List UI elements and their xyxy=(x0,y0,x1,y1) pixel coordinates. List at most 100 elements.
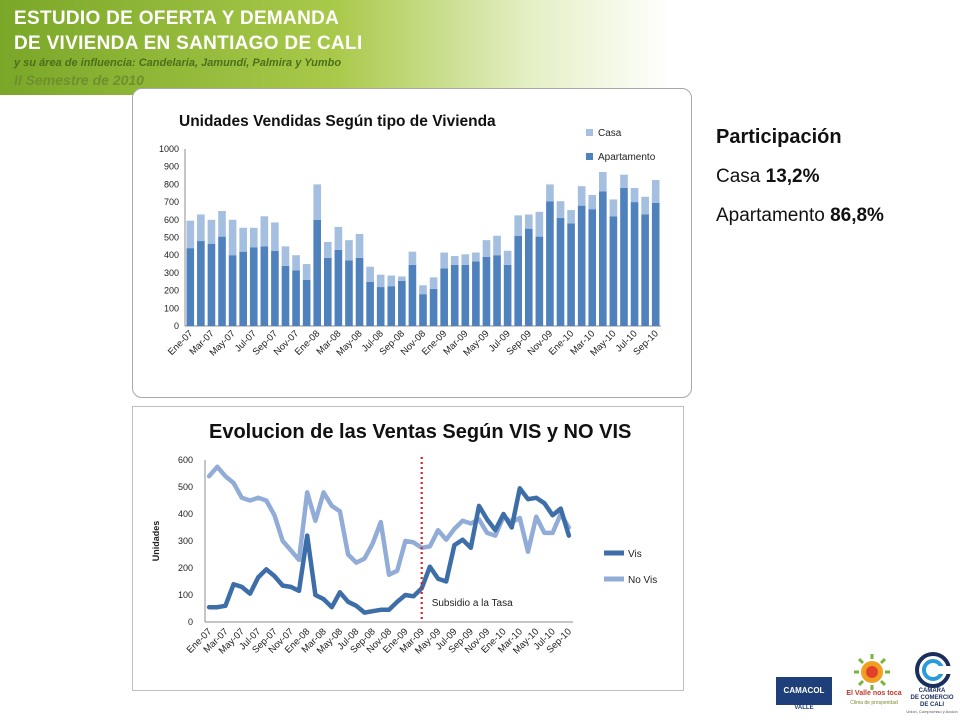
bar-casa xyxy=(281,246,290,266)
header-banner: ESTUDIO DE OFERTA Y DEMANDA DE VIVIENDA … xyxy=(0,0,960,95)
bar-apartamento xyxy=(292,270,300,326)
casa-value: 13,2% xyxy=(765,166,820,187)
stacked-bar-chart-panel: Unidades Vendidas Según tipo de Vivienda… xyxy=(132,88,692,398)
bar-casa xyxy=(323,241,332,258)
chart2-ylabel: Unidades xyxy=(151,521,161,562)
bar-casa xyxy=(651,179,660,203)
bar-casa xyxy=(249,227,258,248)
bar-casa xyxy=(376,274,385,288)
bar-apartamento xyxy=(260,246,269,326)
bar-casa xyxy=(567,210,575,224)
legend-swatch-casa xyxy=(586,129,593,136)
bar-casa xyxy=(271,222,279,251)
bar-casa xyxy=(302,264,311,280)
bar-apartamento xyxy=(429,288,438,326)
bar-apartamento xyxy=(355,257,364,326)
bar-casa xyxy=(355,233,364,258)
apartamento-value: 86,8% xyxy=(830,205,884,226)
bar-apartamento xyxy=(408,264,417,326)
valle-logo-sub: Clima de prosperidad xyxy=(850,700,898,706)
stacked-bar-chart: Unidades Vendidas Según tipo de Vivienda… xyxy=(159,113,661,359)
chart2-title: Evolucion de las Ventas Según VIS y NO V… xyxy=(209,421,631,443)
bar-apartamento xyxy=(535,236,544,326)
bar-apartamento xyxy=(218,236,226,326)
bar-apartamento xyxy=(419,294,427,326)
camara-line3: DE CALI xyxy=(920,702,944,708)
legend-label-apartamento: Apartamento xyxy=(598,152,656,163)
participation-apartamento: Apartamento 86,8% xyxy=(716,205,946,227)
camacol-logo-sub: VALLE xyxy=(794,705,814,711)
bar-casa xyxy=(588,195,597,210)
camara-comercio-logo-icon xyxy=(915,652,953,688)
participation-box: Participación Casa 13,2% Apartamento 86,… xyxy=(716,126,946,227)
header-title-line2: DE VIVIENDA EN SANTIAGO DE CALI xyxy=(14,33,363,54)
bar-apartamento xyxy=(630,202,639,326)
chart1-title: Unidades Vendidas Según tipo de Vivienda xyxy=(179,113,496,130)
chart1-ytick-label: 200 xyxy=(164,286,179,296)
bar-apartamento xyxy=(493,255,501,326)
chart1-ytick-label: 100 xyxy=(164,303,179,313)
chart1-ytick-label: 400 xyxy=(164,250,179,260)
bar-apartamento xyxy=(249,247,258,326)
line-chart-panel: Evolucion de las Ventas Según VIS y NO V… xyxy=(132,406,684,691)
bar-apartamento xyxy=(588,209,597,326)
bar-casa xyxy=(345,240,353,261)
bar-casa xyxy=(313,184,322,220)
bar-casa xyxy=(472,252,480,262)
legend-label-vis: Vis xyxy=(628,549,642,560)
chart1-ytick-label: 1000 xyxy=(159,144,179,154)
bar-apartamento xyxy=(440,268,448,326)
bar-casa xyxy=(556,201,565,219)
bar-apartamento xyxy=(398,280,406,326)
bar-apartamento xyxy=(366,281,374,326)
bar-casa xyxy=(228,219,237,256)
bar-apartamento xyxy=(609,216,618,326)
bar-apartamento xyxy=(376,287,385,326)
chart2-ytick-label: 0 xyxy=(188,617,193,627)
participation-casa: Casa 13,2% xyxy=(716,166,946,188)
bar-apartamento xyxy=(387,286,396,326)
bar-apartamento xyxy=(313,219,322,326)
bar-apartamento xyxy=(651,202,660,326)
bar-apartamento xyxy=(239,251,247,326)
camara-logo-text: CAMARA DE COMERCIO DE CALI xyxy=(904,688,960,709)
bar-apartamento xyxy=(482,256,491,326)
apartamento-label: Apartamento xyxy=(716,205,825,226)
bar-apartamento xyxy=(524,228,533,326)
legend-swatch-apartamento xyxy=(586,153,593,160)
bar-casa xyxy=(482,240,491,257)
bar-apartamento xyxy=(334,249,343,326)
valle-logo-text: El Valle nos toca xyxy=(846,690,902,697)
bar-apartamento xyxy=(556,218,565,326)
bar-apartamento xyxy=(503,264,512,326)
bar-casa xyxy=(419,285,427,295)
bar-apartamento xyxy=(472,261,480,326)
bar-apartamento xyxy=(281,265,290,326)
chart2-ytick-label: 400 xyxy=(178,509,193,519)
bar-casa xyxy=(609,199,618,217)
bar-casa xyxy=(440,252,448,269)
bar-apartamento xyxy=(514,235,523,326)
bar-apartamento xyxy=(577,205,586,326)
bar-apartamento xyxy=(197,241,205,326)
chart2-ytick-label: 100 xyxy=(178,590,193,600)
line-chart: Evolucion de las Ventas Según VIS y NO V… xyxy=(151,421,657,657)
bar-apartamento xyxy=(186,248,195,326)
participation-title: Participación xyxy=(716,126,842,148)
header-subtitle: y su área de influencia: Candelaria, Jam… xyxy=(14,57,342,69)
bar-apartamento xyxy=(228,255,237,326)
camara-logo-sub: Unión, Compromiso y Acción xyxy=(906,709,958,714)
bar-apartamento xyxy=(345,260,353,326)
legend-label-casa: Casa xyxy=(598,128,622,139)
subsidy-annotation: Subsidio a la Tasa xyxy=(432,598,513,609)
bar-casa xyxy=(493,235,501,256)
bar-apartamento xyxy=(450,264,459,326)
bar-casa xyxy=(398,276,406,281)
bar-casa xyxy=(535,211,544,237)
bar-apartamento xyxy=(641,214,649,326)
camara-line2: DE COMERCIO xyxy=(910,695,954,701)
bar-casa xyxy=(450,256,459,265)
bar-apartamento xyxy=(271,250,279,326)
chart2-ytick-label: 500 xyxy=(178,482,193,492)
bar-casa xyxy=(503,250,512,265)
